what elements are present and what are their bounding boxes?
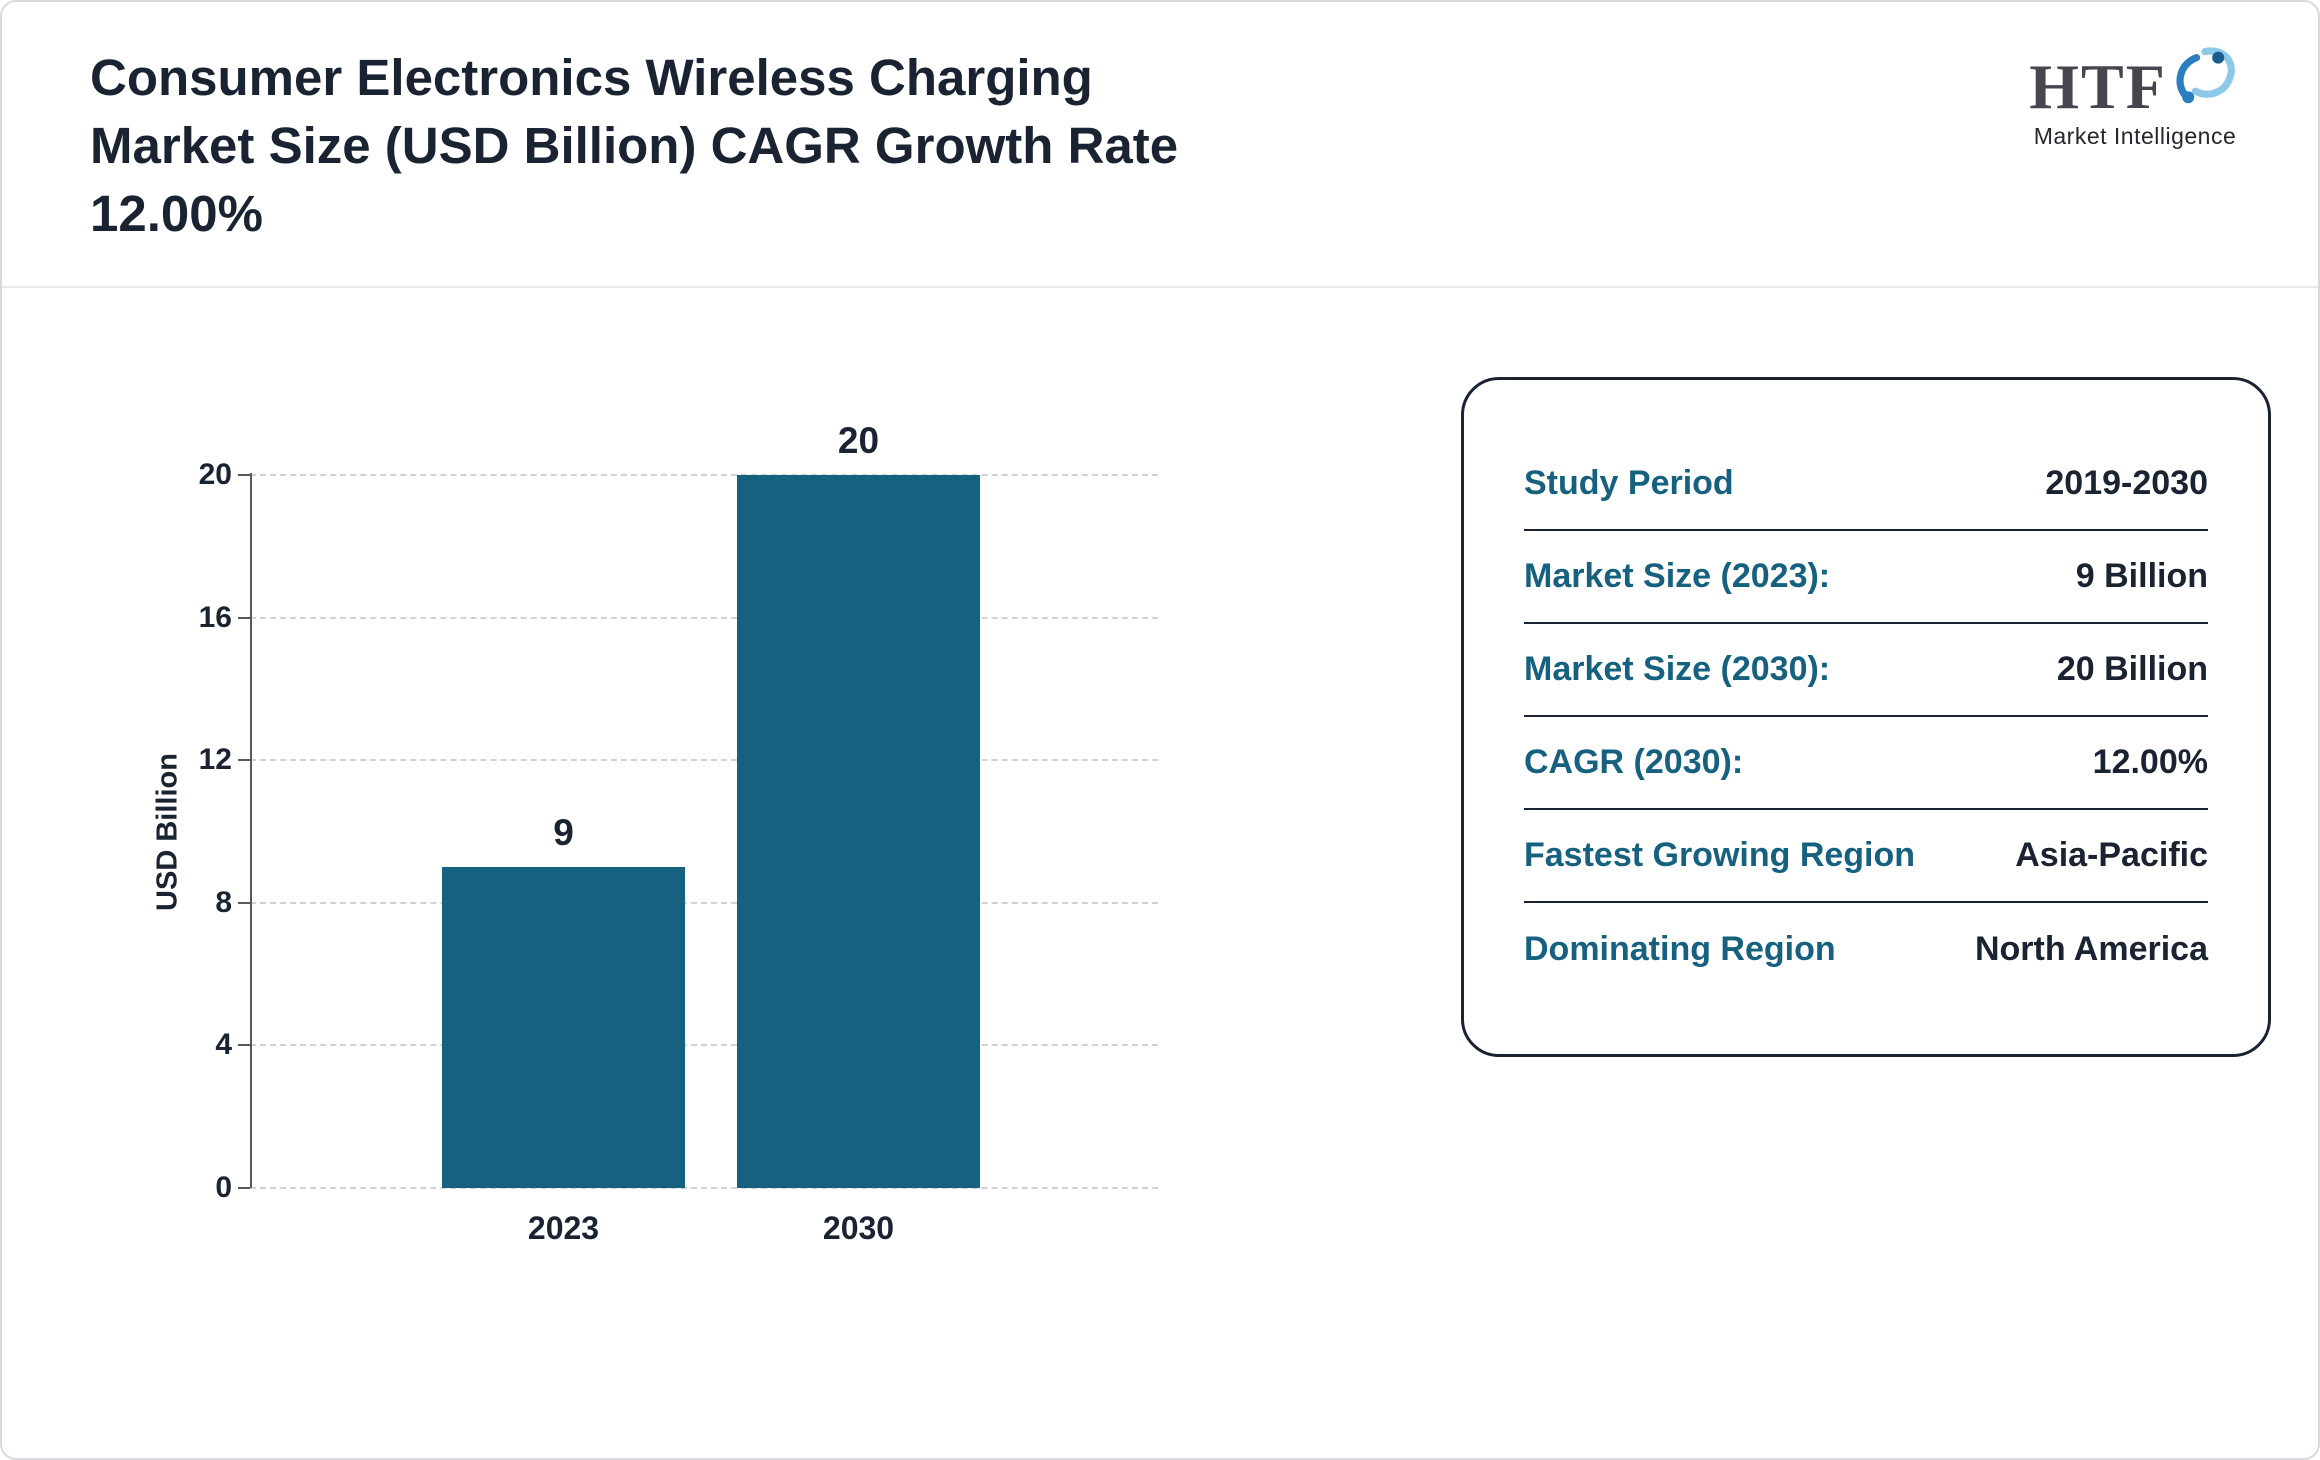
bar-group-2030: 20 2030 bbox=[737, 422, 980, 1246]
bar-value-2030: 20 bbox=[837, 420, 880, 461]
page-title-line-1: Consumer Electronics Wireless Charging bbox=[90, 49, 1093, 106]
info-value: 9 Billion bbox=[2075, 557, 2208, 595]
y-tick-label: 12 bbox=[198, 743, 232, 777]
y-tick-mark bbox=[238, 616, 250, 619]
info-label: Fastest Growing Region bbox=[1524, 836, 1916, 874]
y-tick-mark bbox=[238, 1187, 250, 1189]
y-tick-label: 0 bbox=[215, 1171, 232, 1204]
header-divider bbox=[2, 286, 2318, 288]
gridline bbox=[250, 616, 1158, 619]
htf-logo-subtext: Market Intelligence bbox=[2033, 123, 2237, 149]
info-label: Dominating Region bbox=[1524, 930, 1836, 968]
y-axis-title: USD Billion bbox=[151, 752, 184, 911]
bar-group-2023: 9 2023 bbox=[442, 475, 685, 1246]
info-label: Market Size (2030): bbox=[1524, 650, 1831, 688]
gridline bbox=[250, 474, 1158, 476]
y-tick-label: 4 bbox=[215, 1028, 232, 1062]
y-tick-mark bbox=[238, 901, 250, 904]
gridline bbox=[250, 1187, 1158, 1189]
bar-chart: USD Billion 0 4 8 12 16 20 9 2023 20 2030 bbox=[152, 422, 1158, 1246]
y-axis-line bbox=[250, 473, 252, 1188]
htf-logo-text: HTF bbox=[2029, 51, 2167, 122]
gridline bbox=[250, 759, 1158, 762]
plot-area: 0 4 8 12 16 20 9 2023 20 2030 bbox=[199, 422, 1158, 1246]
y-tick-mark bbox=[238, 1044, 250, 1047]
info-label: Market Size (2023): bbox=[1524, 557, 1831, 595]
gridline bbox=[250, 901, 1158, 904]
info-value: North America bbox=[1974, 930, 2208, 968]
info-row-dominating-region: Dominating Region North America bbox=[1524, 903, 2208, 996]
info-value: 2019-2030 bbox=[2045, 464, 2208, 502]
info-label: CAGR (2030): bbox=[1524, 743, 1744, 781]
info-value: Asia-Pacific bbox=[2015, 836, 2208, 874]
page-title-line-2: Market Size (USD Billion) CAGR Growth Ra… bbox=[90, 116, 1179, 174]
y-tick-label: 16 bbox=[198, 600, 232, 634]
y-tick-label: 8 bbox=[215, 885, 232, 919]
bar-value-2023: 9 bbox=[553, 812, 574, 854]
bar-2023 bbox=[442, 867, 685, 1188]
info-row-study-period: Study Period 2019-2030 bbox=[1524, 438, 2208, 531]
htf-swoosh-icon bbox=[2169, 42, 2241, 119]
gridline bbox=[250, 1044, 1158, 1047]
info-row-market-size-2023: Market Size (2023): 9 Billion bbox=[1524, 531, 2208, 624]
bar-2030 bbox=[737, 475, 980, 1188]
y-tick-mark bbox=[238, 474, 250, 476]
y-tick-mark bbox=[238, 759, 250, 762]
info-value: 12.00% bbox=[2092, 743, 2208, 781]
htf-logo-top: HTF bbox=[2010, 42, 2260, 119]
info-panel: Study Period 2019-2030 Market Size (2023… bbox=[1461, 377, 2271, 1057]
page-title-line-3: 12.00% bbox=[90, 184, 263, 242]
info-row-cagr: CAGR (2030): 12.00% bbox=[1524, 717, 2208, 810]
info-row-market-size-2030: Market Size (2030): 20 Billion bbox=[1524, 624, 2208, 717]
htf-logo: HTF Market Intelligence bbox=[2010, 42, 2260, 150]
page-title: Consumer Electronics Wireless Charging M… bbox=[90, 44, 1178, 247]
info-value: 20 Billion bbox=[2056, 650, 2208, 688]
info-label: Study Period bbox=[1524, 464, 1734, 502]
y-tick-label: 20 bbox=[198, 458, 232, 491]
info-row-fastest-growing-region: Fastest Growing Region Asia-Pacific bbox=[1524, 810, 2208, 903]
x-tick-label-2023: 2023 bbox=[527, 1210, 600, 1246]
x-tick-label-2030: 2030 bbox=[822, 1210, 895, 1246]
